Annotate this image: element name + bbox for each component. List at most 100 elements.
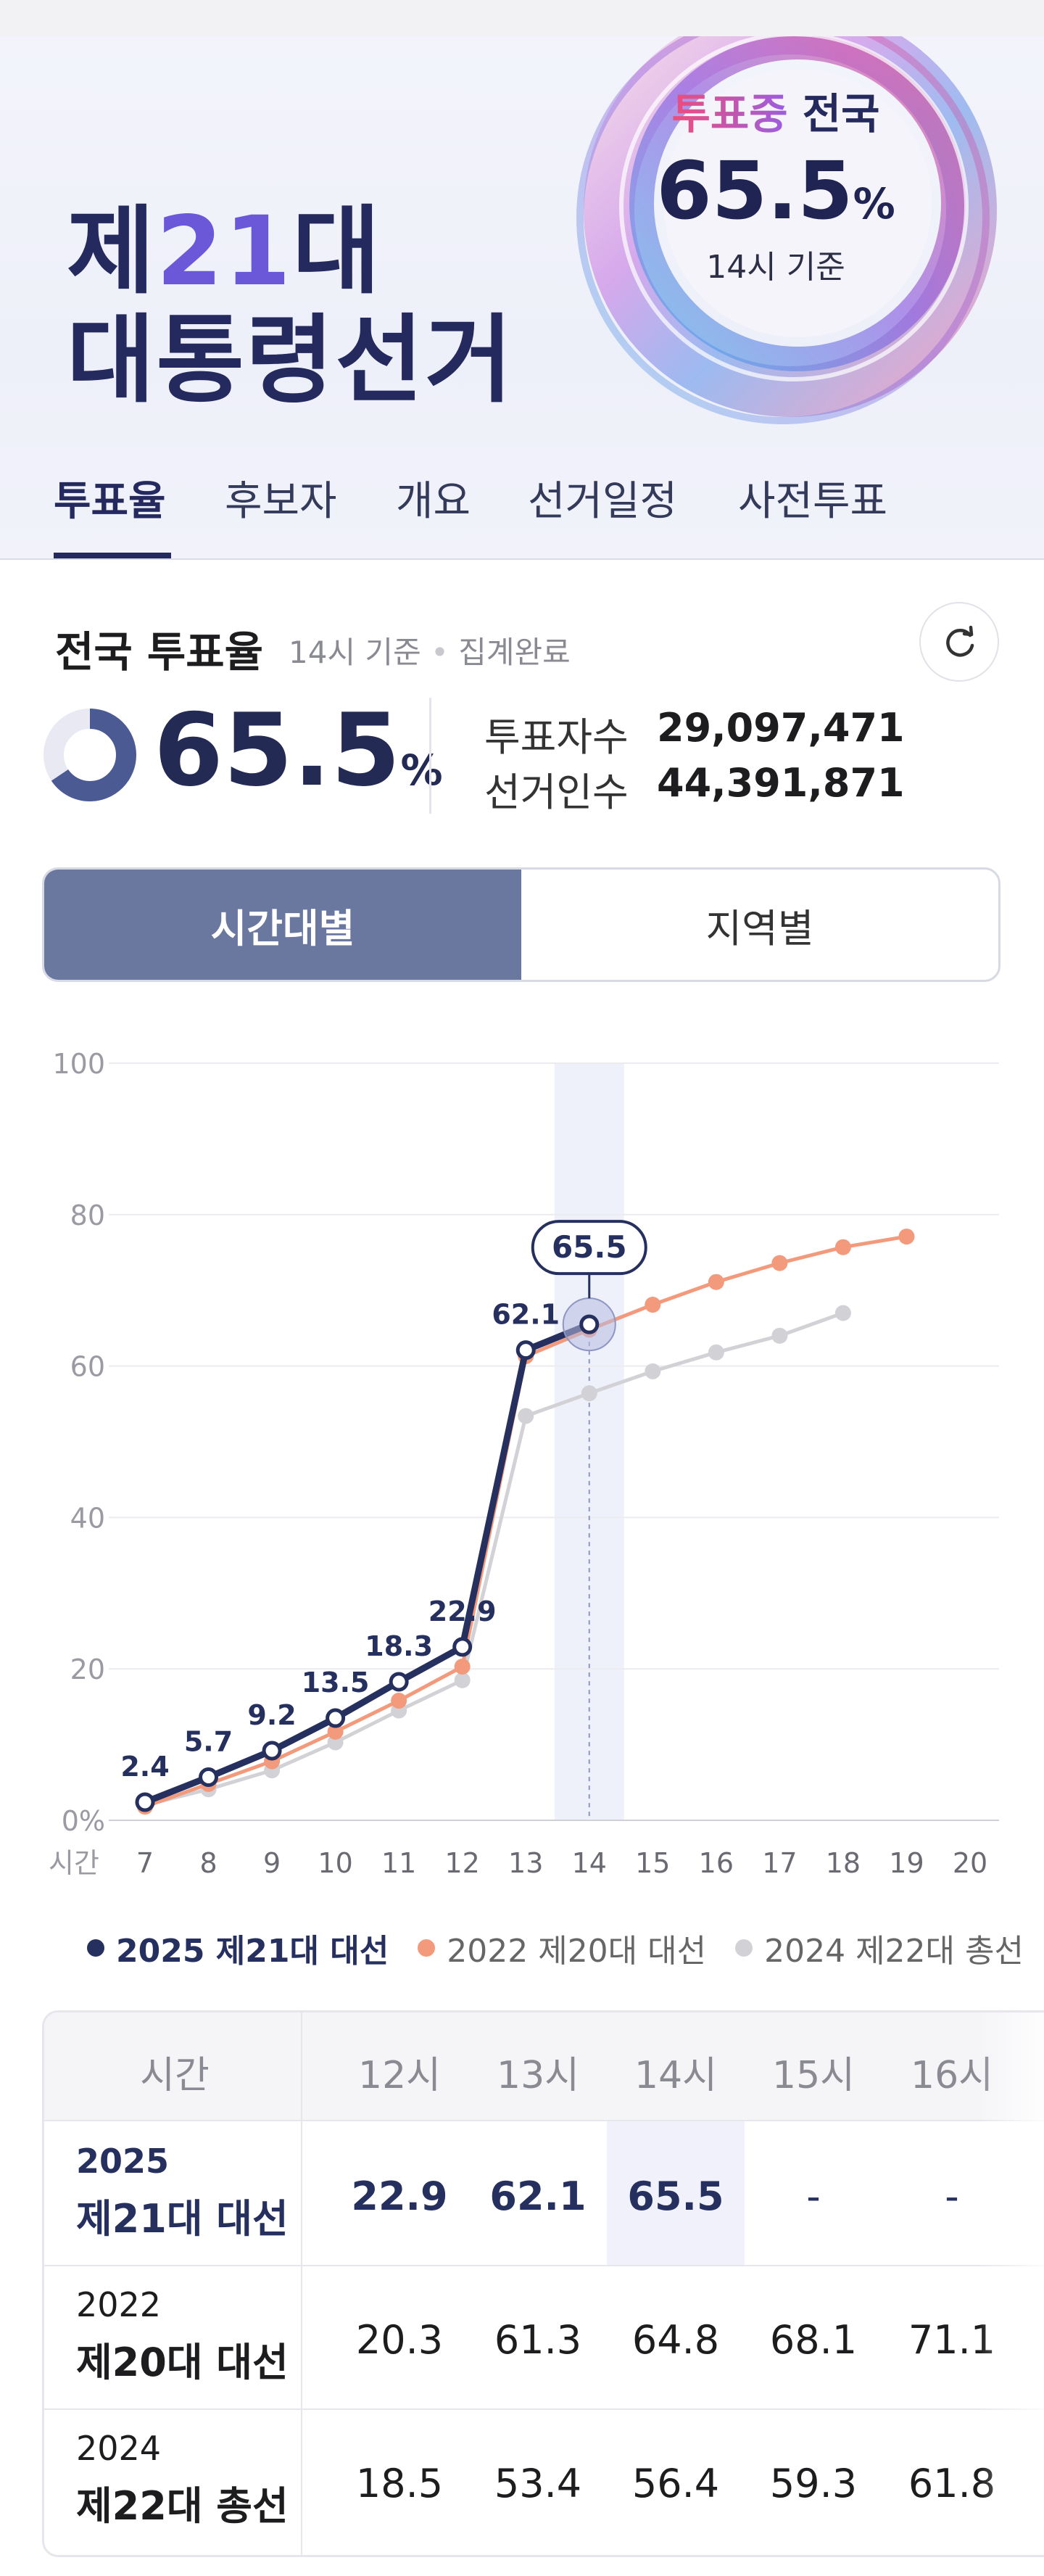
table-cell: 61.3 bbox=[494, 2317, 582, 2363]
x-tick-label: 15 bbox=[635, 1847, 670, 1879]
election-title-line2: 대통령선거 bbox=[67, 305, 515, 416]
legend-item-2024: 2024 제22대 총선 bbox=[735, 1925, 1024, 1971]
table-header-label: 시간 bbox=[140, 2054, 210, 2097]
table-cell: 56.4 bbox=[631, 2461, 720, 2506]
refresh-button[interactable] bbox=[919, 602, 999, 682]
swirl-graphic bbox=[576, 36, 997, 424]
table-header-cell: 15시 bbox=[771, 2054, 856, 2097]
table-cell: 59.3 bbox=[769, 2461, 858, 2506]
x-tick-label: 7 bbox=[136, 1847, 154, 1879]
toggle-by-time[interactable]: 시간대별 bbox=[44, 870, 521, 980]
data-point bbox=[391, 1693, 407, 1709]
data-point bbox=[771, 1327, 788, 1344]
chart-legend: 2025 제21대 대선 2022 제20대 대선 2024 제22대 총선 bbox=[87, 1925, 1024, 1971]
national-turnout-value: 65.5 bbox=[154, 692, 401, 809]
data-point bbox=[452, 1637, 473, 1657]
x-tick-label: 20 bbox=[953, 1847, 987, 1879]
legend-dot bbox=[87, 1939, 104, 1957]
data-point bbox=[898, 1229, 915, 1245]
column-divider bbox=[301, 2012, 302, 2555]
x-tick-label: 17 bbox=[762, 1847, 797, 1879]
data-point bbox=[262, 1741, 282, 1761]
percent-unit: % bbox=[853, 179, 895, 228]
tab-schedule[interactable]: 선거일정 bbox=[528, 478, 678, 525]
series-line bbox=[144, 1311, 844, 1807]
electors-value: 44,391,871 bbox=[657, 760, 905, 806]
data-point bbox=[834, 1239, 851, 1255]
active-tab-indicator bbox=[54, 553, 171, 558]
row-year: 2025 bbox=[76, 2142, 170, 2181]
turnout-arc bbox=[44, 709, 136, 801]
national-turnout-unit: % bbox=[400, 746, 443, 795]
summary-title: 전국 투표율 bbox=[55, 627, 263, 677]
data-point bbox=[515, 1340, 536, 1361]
tab-overview[interactable]: 개요 bbox=[396, 478, 471, 525]
tab-candidates[interactable]: 후보자 bbox=[225, 478, 337, 525]
x-tick-label: 16 bbox=[699, 1847, 734, 1879]
x-tick-label: 9 bbox=[263, 1847, 281, 1879]
x-tick-label: 19 bbox=[889, 1847, 924, 1879]
table-cell: 18.5 bbox=[355, 2461, 444, 2506]
data-point bbox=[771, 1255, 788, 1271]
table-cell: 65.5 bbox=[627, 2174, 724, 2219]
refresh-icon bbox=[946, 625, 974, 657]
summary-time: 14시 기준 bbox=[289, 635, 421, 670]
toggle-by-region[interactable]: 지역별 bbox=[705, 905, 814, 951]
legend-label: 2025 제21대 대선 bbox=[116, 1933, 389, 1970]
data-point bbox=[708, 1344, 724, 1361]
legend-label: 2024 제22대 총선 bbox=[764, 1933, 1024, 1970]
election-title: 제21대 bbox=[67, 174, 382, 313]
table-cell: 20.3 bbox=[355, 2317, 444, 2363]
view-toggle: 시간대별 지역별 bbox=[42, 867, 1000, 982]
x-tick-label: 14 bbox=[572, 1847, 607, 1879]
table-cell: 22.9 bbox=[351, 2174, 448, 2219]
x-tick-label: 13 bbox=[508, 1847, 543, 1879]
x-tick-label: 8 bbox=[199, 1847, 217, 1879]
table-header-cell: 13시 bbox=[496, 2054, 580, 2097]
row-election-name: 제20대 대선 bbox=[76, 2340, 289, 2385]
x-tick-label: 18 bbox=[826, 1847, 861, 1879]
x-tick-label: 12 bbox=[445, 1847, 480, 1879]
live-turnout-time: 14시 기준 bbox=[706, 249, 845, 286]
data-label: 9.2 bbox=[247, 1699, 296, 1731]
legend-item-2022: 2022 제20대 대선 bbox=[418, 1925, 706, 1971]
x-axis-label: 시간 bbox=[49, 1847, 99, 1879]
tab-early-voting[interactable]: 사전투표 bbox=[738, 478, 888, 525]
table-cell: - bbox=[806, 2174, 821, 2219]
row-year: 2024 bbox=[76, 2429, 162, 2468]
data-point bbox=[645, 1363, 661, 1379]
live-turnout-rate: 65.5% bbox=[638, 151, 914, 231]
legend-item-2025: 2025 제21대 대선 bbox=[87, 1925, 389, 1971]
data-point bbox=[454, 1659, 471, 1675]
tab-turnout[interactable]: 투표율 bbox=[54, 478, 166, 525]
current-point bbox=[579, 1314, 600, 1334]
status-bar bbox=[0, 0, 1044, 36]
y-tick-label: 20 bbox=[70, 1654, 105, 1685]
row-election-name: 제22대 총선 bbox=[76, 2483, 289, 2529]
x-tick-label: 10 bbox=[318, 1847, 352, 1879]
data-point bbox=[645, 1297, 661, 1313]
national-turnout: 65.5% bbox=[154, 701, 443, 801]
legend-label: 2022 제20대 대선 bbox=[447, 1933, 707, 1970]
nationwide-label: 전국 bbox=[802, 89, 880, 139]
data-point bbox=[389, 1672, 409, 1692]
data-label: 2.4 bbox=[120, 1751, 169, 1783]
voters-label: 투표자수 bbox=[484, 714, 629, 760]
legend-dot bbox=[735, 1939, 753, 1957]
title-number: 21 bbox=[156, 196, 293, 307]
voting-now-label: 투표중 bbox=[671, 89, 788, 139]
y-tick-label: 40 bbox=[70, 1502, 105, 1534]
summary-divider bbox=[429, 698, 431, 814]
data-point bbox=[708, 1273, 724, 1290]
divider bbox=[0, 558, 1044, 560]
y-tick-label: 80 bbox=[70, 1200, 105, 1231]
table-header-cell: 12시 bbox=[357, 2054, 442, 2097]
legend-dot bbox=[418, 1939, 436, 1957]
voters-value: 29,097,471 bbox=[657, 705, 905, 751]
live-turnout-label: 투표중 전국 bbox=[638, 80, 914, 141]
series-line bbox=[144, 1321, 591, 1806]
electors-label: 선거인수 bbox=[484, 769, 629, 815]
live-turnout-value: 65.5 bbox=[656, 144, 853, 237]
row-year: 2022 bbox=[76, 2285, 162, 2324]
data-point bbox=[326, 1708, 346, 1728]
